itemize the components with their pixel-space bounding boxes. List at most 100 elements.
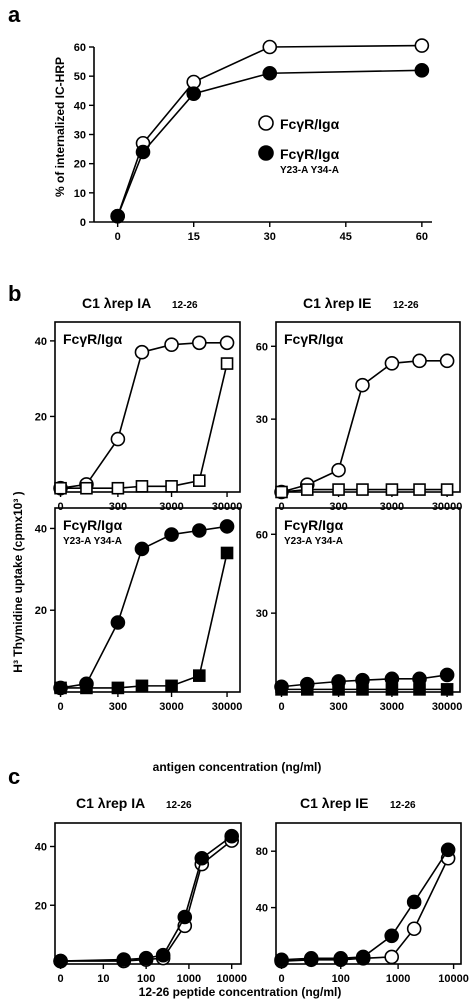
chart-b4-series-2 xyxy=(275,683,454,696)
chart-b2-point xyxy=(275,485,288,499)
chart-b2-xtick-label: 300 xyxy=(329,501,347,513)
chart-b3-xtick-label: 0 xyxy=(57,701,63,713)
chart-b3-point xyxy=(192,523,207,538)
chart-b4: 30 60 0 300 3000 30000 FcγR/Igα Y23-A Y34-A xyxy=(256,507,463,713)
chart-b4-inset-label: FcγR/Igα xyxy=(284,517,344,533)
chart-b4-point xyxy=(440,683,454,696)
legend-filled-circle-marker xyxy=(258,145,274,161)
chart-b2-series-1 xyxy=(274,353,455,500)
legend-entry-2-sublabel: Y23-A Y34-A xyxy=(280,165,339,176)
chart-c1-title-main: C1 λrep IA xyxy=(76,795,145,811)
chart-b2-ytick-label: 60 xyxy=(256,341,268,353)
chart-b2-point xyxy=(385,483,399,496)
chart-b1-point xyxy=(164,337,179,352)
chart-b3-xtick-label: 30000 xyxy=(212,701,243,713)
chart-b1-point xyxy=(134,344,150,360)
chart-a-ylabel: % of internalized IC-HRP xyxy=(53,57,67,197)
chart-b1-point xyxy=(110,431,126,447)
panel-letter-c: c xyxy=(8,764,20,789)
chart-c-xlabel: 12-26 peptide concentration (ng/ml) xyxy=(139,985,342,999)
chart-b2-xtick-label: 3000 xyxy=(380,501,404,513)
chart-b3-point xyxy=(110,615,126,630)
chart-b4-point xyxy=(356,683,369,696)
chart-b2-ytick-label: 30 xyxy=(256,414,268,426)
chart-b4-xtick-label: 300 xyxy=(329,701,347,713)
chart-b3: 20 40 0 300 3000 30000 FcγR/Igα Y23-A Y34-A xyxy=(35,507,243,713)
chart-c2-ytick-label: 80 xyxy=(256,846,268,858)
chart-b3-series-2-line xyxy=(60,552,228,689)
chart-b4-point xyxy=(332,683,345,696)
chart-c1-xtick-label: 1000 xyxy=(177,973,201,985)
chart-b1-xtick-label: 30000 xyxy=(212,501,243,513)
chart-b3-point xyxy=(165,679,178,693)
chart-c1-ytick-label: 20 xyxy=(35,900,47,912)
chart-b3-point xyxy=(80,681,93,695)
chart-a-xtick-label: 0 xyxy=(115,231,121,243)
chart-b2-title: C1 λrep IE 12-26 xyxy=(303,295,419,311)
chart-b-ylabel: H³ Thymidine uptake (cpmx10³ ) xyxy=(11,491,25,672)
chart-a-ytick-label: 40 xyxy=(74,100,86,112)
chart-c2-ytick-label: 40 xyxy=(256,903,268,915)
chart-b2: 30 60 0 300 3000 30000 FcγR/Igα xyxy=(256,321,463,513)
chart-c2: 40 80 0 100 1000 10000 xyxy=(256,822,469,985)
panel-letter-a: a xyxy=(8,2,21,27)
chart-b3-point xyxy=(193,669,206,682)
chart-b2-frame xyxy=(275,321,461,493)
chart-b4-point xyxy=(385,683,399,696)
chart-b3-inset-label: FcγR/Igα xyxy=(63,517,123,533)
chart-c1-xtick-label: 100 xyxy=(137,973,155,985)
chart-b2-xtick-label: 0 xyxy=(278,501,284,513)
chart-c2-point xyxy=(406,894,422,910)
chart-a-point xyxy=(262,39,278,55)
chart-c1-ytick-label: 40 xyxy=(35,842,47,854)
chart-a-series-2-line xyxy=(116,69,422,217)
chart-a-ytick-label: 30 xyxy=(74,130,86,142)
chart-c2-xtick-label: 0 xyxy=(278,973,284,985)
chart-b1-point xyxy=(135,480,149,493)
chart-b2-series-2 xyxy=(275,483,454,499)
chart-b-xlabel: antigen concentration (ng/ml) xyxy=(153,760,322,774)
chart-c2-xtick-label: 1000 xyxy=(386,973,410,985)
chart-b1-ytick-label: 40 xyxy=(35,336,47,348)
chart-c2-point xyxy=(406,921,422,937)
chart-c2-point xyxy=(440,842,456,858)
chart-b4-point xyxy=(275,683,288,696)
chart-b2-point xyxy=(331,462,346,478)
chart-b1-point xyxy=(111,481,125,495)
chart-c2-title: C1 λrep IE 12-26 xyxy=(300,795,416,811)
chart-b4-xtick-label: 0 xyxy=(278,701,284,713)
chart-b3-point xyxy=(135,679,149,693)
legend-entry-2-label: FcγR/Igα xyxy=(280,146,340,162)
chart-b4-point xyxy=(300,683,314,696)
chart-a-ytick-label: 50 xyxy=(74,71,86,83)
chart-c1-point xyxy=(116,952,132,967)
chart-b3-point xyxy=(219,519,235,534)
chart-c1-xtick-label: 0 xyxy=(58,973,64,985)
chart-b1-title-main: C1 λrep IA xyxy=(82,295,151,311)
chart-b3-point xyxy=(134,541,150,557)
chart-b1-point xyxy=(80,481,93,495)
chart-a-point xyxy=(110,208,125,224)
chart-b1-series-2-line xyxy=(60,363,228,490)
chart-b4-inset-sublabel: Y23-A Y34-A xyxy=(284,536,343,547)
chart-b3-ytick-label: 20 xyxy=(35,605,47,617)
chart-b1-xtick-label: 300 xyxy=(109,501,127,513)
chart-b4-xtick-label: 30000 xyxy=(432,701,463,713)
chart-a-ytick-label: 10 xyxy=(74,188,86,200)
chart-a-ytick-label: 60 xyxy=(74,42,86,54)
chart-b2-point xyxy=(356,483,369,496)
chart-b4-ytick-label: 60 xyxy=(256,529,268,541)
chart-b1-point xyxy=(54,481,67,495)
chart-c2-title-sub: 12-26 xyxy=(390,800,416,811)
chart-b3-xtick-label: 3000 xyxy=(159,701,183,713)
chart-b4-point xyxy=(439,667,455,683)
chart-c2-series-2 xyxy=(274,842,456,968)
chart-b2-title-main: C1 λrep IE xyxy=(303,295,371,311)
chart-b1-ytick-label: 20 xyxy=(35,411,47,423)
chart-c1-series-2 xyxy=(53,828,239,969)
chart-c1-frame xyxy=(54,822,242,965)
chart-b1-point xyxy=(193,474,206,487)
chart-c2-point xyxy=(303,951,319,966)
chart-a-ytick-label: 20 xyxy=(74,159,86,171)
chart-b2-xtick-label: 30000 xyxy=(432,501,463,513)
